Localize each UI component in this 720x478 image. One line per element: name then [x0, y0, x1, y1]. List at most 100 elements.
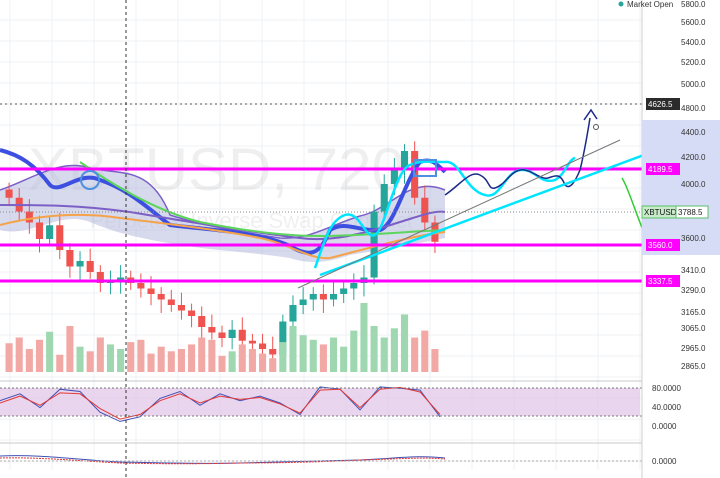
projection-path: [444, 117, 591, 196]
price-axis[interactable]: 5800.0 5600.0 5400.0 5200.0 5000.0 4800.0 4400…: [641, 0, 720, 478]
volume-bar: [390, 328, 398, 372]
price-tick-label: 5400.0: [681, 38, 706, 47]
candle: [25, 211, 33, 223]
price-tag-label: 4189.5: [648, 165, 673, 174]
candle: [117, 277, 125, 281]
stoch-tick-label: 80.0000: [652, 384, 681, 393]
candle: [137, 283, 145, 289]
volume-bar: [299, 335, 307, 372]
candle: [329, 294, 338, 300]
volume-bar: [279, 342, 287, 372]
volume-bars: [5, 303, 439, 372]
market-status: Market Open: [618, 0, 673, 9]
volume-bar: [56, 354, 64, 372]
volume-bar: [147, 353, 155, 372]
volume-bar: [25, 349, 33, 372]
status-dot-icon: [618, 1, 624, 7]
volume-bar: [228, 351, 236, 372]
price-tag-label: 4626.5: [648, 100, 673, 109]
price-tick-label: 3065.0: [681, 324, 706, 333]
volume-bar: [76, 346, 84, 372]
price-tag: [646, 275, 680, 287]
volume-bar: [35, 339, 44, 372]
volume-bar: [188, 344, 196, 372]
volume-bar: [360, 303, 368, 372]
candle: [390, 170, 398, 184]
candle: [400, 151, 409, 171]
volume-bar: [157, 346, 165, 372]
volume-bar: [15, 337, 23, 372]
price-tick-label: 4400.0: [681, 128, 706, 137]
candle: [56, 225, 64, 250]
volume-bar: [421, 330, 429, 372]
volume-bar: [46, 331, 54, 372]
candle: [46, 225, 54, 239]
candle: [289, 305, 297, 322]
candle: [35, 222, 44, 239]
volume-bar: [127, 342, 135, 372]
osc-tick-label: 0.0000: [652, 457, 677, 466]
volume-bar: [431, 349, 439, 372]
volume-bar: [309, 339, 317, 372]
volume-bar: [248, 349, 256, 372]
grey-trendline: [297, 139, 621, 289]
price-tag-label: 3788.5: [678, 208, 703, 217]
moving-averages: [0, 148, 447, 260]
stoch-k-line: [0, 386, 441, 422]
candle: [269, 349, 277, 355]
volume-bar: [5, 343, 13, 372]
volume-bar: [238, 344, 246, 372]
candle: [228, 329, 236, 338]
price-tick-label: 2865.0: [681, 362, 706, 371]
price-tick-label: 3165.0: [681, 308, 706, 317]
purple-ma: [0, 204, 446, 241]
candle: [5, 189, 13, 198]
highlight-circle: [80, 170, 100, 190]
horizontal-levels: [0, 103, 642, 283]
price-tag: [646, 239, 680, 251]
candle: [350, 283, 358, 289]
price-tick-label: 2965.0: [681, 344, 706, 353]
price-axis-highlight: [642, 120, 720, 255]
price-tick-label: 3290.0: [681, 286, 706, 295]
candle: [299, 299, 307, 305]
volume-bar: [259, 353, 267, 372]
stochastic-lines: [0, 386, 642, 422]
candle: [279, 321, 287, 355]
candle: [96, 272, 104, 283]
candle: [309, 294, 317, 300]
volume-bar: [319, 344, 327, 372]
candle: [248, 340, 256, 344]
price-tick-label: 5000.0: [681, 80, 706, 89]
volume-bar: [117, 349, 125, 372]
volume-bar: [370, 326, 378, 372]
orange-ma: [0, 213, 446, 260]
price-tag: [646, 98, 680, 110]
volume-bar: [380, 337, 388, 372]
point-marker: [593, 124, 599, 130]
price-tick-label: 4200.0: [681, 153, 706, 162]
candle: [157, 294, 165, 300]
symbol-tag-label: XBTUSD: [644, 208, 677, 217]
price-tick-label: 5800.0: [681, 0, 706, 9]
stoch-tick-label: 0.0000: [652, 422, 677, 431]
volume-bar: [411, 337, 419, 372]
stoch-d-line: [0, 386, 441, 420]
status-label: Market Open: [627, 0, 673, 9]
price-tick-label: 3410.0: [681, 266, 706, 275]
green-ma: [79, 161, 446, 238]
candle: [167, 299, 175, 305]
volume-bar: [106, 344, 115, 372]
candle: [218, 332, 226, 338]
cyan-wave: [313, 156, 576, 269]
volume-bar: [289, 326, 297, 372]
candle: [208, 327, 216, 333]
candle: [66, 250, 74, 267]
volume-bar: [208, 339, 216, 372]
volume-bar: [218, 355, 226, 372]
price-tick-label: 4000.0: [681, 180, 706, 189]
price-tag: [675, 205, 709, 219]
candle: [380, 184, 388, 212]
volume-bar: [137, 339, 145, 372]
